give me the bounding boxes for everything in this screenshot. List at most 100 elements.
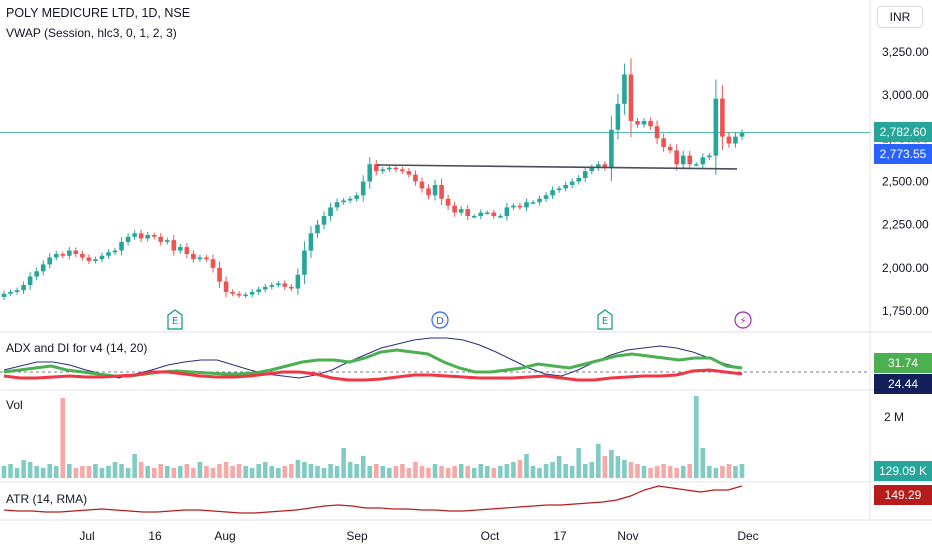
volume-bar xyxy=(556,456,562,478)
candle-body xyxy=(204,257,209,260)
candle-body xyxy=(158,236,164,242)
volume-bar xyxy=(700,448,706,478)
volume-bar xyxy=(21,460,26,478)
candle-body xyxy=(680,155,686,165)
volume-bar xyxy=(86,466,92,478)
volume-bar xyxy=(458,464,464,478)
candle-body xyxy=(576,178,582,182)
volume-bar xyxy=(256,464,262,478)
candle-body xyxy=(347,198,353,201)
candle-body xyxy=(210,259,216,268)
volume-bar xyxy=(367,466,373,478)
volume-bar xyxy=(302,462,307,478)
candle-body xyxy=(726,136,732,144)
volume-bar xyxy=(615,456,621,478)
candle-body xyxy=(661,138,666,147)
volume-bar xyxy=(596,444,601,478)
y-tick-label: 2,000.00 xyxy=(882,261,929,275)
volume-bar xyxy=(138,462,144,478)
candle-body xyxy=(458,209,464,213)
atr-indicator-label[interactable]: ATR (14, RMA) xyxy=(6,492,88,506)
volume-bar xyxy=(328,464,333,478)
atr-line xyxy=(3,485,743,514)
volume-bar xyxy=(243,466,248,478)
candle-body xyxy=(295,274,301,289)
volume-bar xyxy=(452,466,457,478)
volume-bar xyxy=(262,462,268,478)
candle-body xyxy=(334,202,340,208)
candle-body xyxy=(191,254,196,260)
volume-bar xyxy=(236,464,242,478)
event-marker-label: E xyxy=(602,316,608,327)
candle-body xyxy=(80,254,85,258)
symbol-title[interactable]: POLY MEDICURE LTD, 1D, NSE xyxy=(6,6,191,20)
volume-bar xyxy=(230,466,235,478)
candle-body xyxy=(40,264,46,272)
candle-body xyxy=(93,259,98,261)
vwap-indicator-label[interactable]: VWAP (Session, hlc3, 0, 1, 2, 3) xyxy=(6,26,177,40)
volume-bar xyxy=(635,464,640,478)
volume-indicator-label[interactable]: Vol xyxy=(6,398,23,412)
volume-bar xyxy=(321,468,327,478)
volume-bar xyxy=(537,468,542,478)
volume-value-tag: 129.09 K xyxy=(874,461,932,481)
event-marker-split xyxy=(734,311,752,329)
volume-bar xyxy=(223,462,229,478)
volume-bar xyxy=(40,468,46,478)
volume-bar xyxy=(667,466,673,478)
candle-body xyxy=(635,121,640,125)
candle-body xyxy=(230,292,235,294)
candle-body xyxy=(132,233,137,237)
volume-bar xyxy=(602,456,608,478)
volume-bar xyxy=(426,468,431,478)
candle-body xyxy=(530,202,536,204)
candle-body xyxy=(478,212,484,217)
candle-body xyxy=(648,121,653,127)
x-tick-label: Sep xyxy=(346,529,368,543)
adx-indicator-label[interactable]: ADX and DI for v4 (14, 20) xyxy=(6,341,148,355)
volume-bar xyxy=(282,466,288,478)
candle-body xyxy=(622,74,627,104)
volume-bar xyxy=(178,466,183,478)
volume-bar xyxy=(67,464,72,478)
volume-bar xyxy=(707,466,712,478)
candle-body xyxy=(484,212,490,215)
candle-body xyxy=(739,132,745,137)
volume-bar xyxy=(295,460,301,478)
adx-green-value-tag: 31.74 xyxy=(874,353,932,373)
candle-body xyxy=(582,171,588,179)
volume-bar xyxy=(445,468,451,478)
candle-body xyxy=(178,247,183,251)
volume-bar xyxy=(373,464,379,478)
volume-bar xyxy=(680,466,686,478)
candle-body xyxy=(321,216,327,225)
volume-bar xyxy=(164,466,170,478)
candle-body xyxy=(145,235,150,239)
event-marker-label: D xyxy=(436,316,444,327)
volume-bar xyxy=(158,464,164,478)
volume-bar xyxy=(713,468,719,478)
event-marker-earnings xyxy=(597,309,613,330)
y-tick-label: 2,250.00 xyxy=(882,218,929,232)
candle-body xyxy=(60,254,66,256)
volume-bar xyxy=(112,462,118,478)
event-marker-label: E xyxy=(172,316,178,327)
candle-body xyxy=(262,286,268,290)
volume-bar xyxy=(249,468,255,478)
volume-bar xyxy=(524,454,529,478)
candle-body xyxy=(491,212,497,217)
volume-bar xyxy=(27,462,33,478)
volume-bar xyxy=(720,466,725,478)
volume-bar xyxy=(387,468,392,478)
event-marker-dividend xyxy=(431,311,449,329)
volume-bar xyxy=(511,462,516,478)
volume-bar xyxy=(315,466,320,478)
candle-body xyxy=(151,235,157,237)
volume-bar xyxy=(151,468,157,478)
volume-bar xyxy=(380,466,386,478)
candle-body xyxy=(269,285,275,287)
currency-badge[interactable]: INR xyxy=(877,6,923,28)
volume-bar xyxy=(269,466,275,478)
candle-body xyxy=(596,164,601,168)
